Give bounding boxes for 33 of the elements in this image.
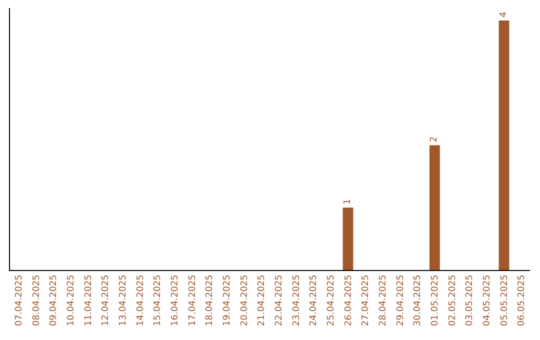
x-tick-label: 24.04.2025: [309, 274, 320, 326]
x-tick-label: 14.04.2025: [136, 274, 146, 326]
x-tick-label: 02.05.2025: [448, 274, 458, 326]
x-tick-label: 13.04.2025: [118, 274, 129, 326]
x-tick-label: 27.04.2025: [361, 274, 372, 326]
x-tick-label: 06.05.2025: [517, 274, 528, 326]
x-tick-label: 08.04.2025: [32, 274, 42, 326]
x-tick-label: 16.04.2025: [170, 274, 181, 326]
x-tick-label: 11.04.2025: [84, 274, 94, 326]
x-tick-label: 23.04.2025: [292, 274, 302, 326]
x-tick-label: 17.04.2025: [188, 274, 198, 326]
x-tick-label: 21.04.2025: [257, 274, 268, 326]
x-tick-label: 04.05.2025: [482, 274, 493, 326]
x-tick-label: 18.04.2025: [205, 274, 216, 326]
data-label: 4: [499, 11, 509, 18]
x-tick-label: 20.04.2025: [240, 274, 250, 326]
x-tick-label: 05.05.2025: [500, 274, 510, 326]
x-tick-label: 09.04.2025: [49, 274, 60, 326]
x-tick-label: 19.04.2025: [222, 274, 233, 326]
x-tick-label: 03.05.2025: [465, 274, 476, 326]
x-tick-label: 07.04.2025: [14, 274, 25, 326]
x-tick-label: 12.04.2025: [101, 274, 112, 326]
x-tick-label: 28.04.2025: [378, 274, 389, 326]
data-label: 2: [430, 136, 440, 142]
x-tick-label: 22.04.2025: [274, 274, 285, 326]
data-label: 1: [343, 198, 353, 205]
x-tick-label: 25.04.2025: [326, 274, 337, 326]
x-tick-label: 26.04.2025: [344, 274, 354, 326]
x-tick-label: 29.04.2025: [396, 274, 406, 326]
x-tick-label: 10.04.2025: [66, 274, 77, 326]
x-tick-label: 15.04.2025: [153, 274, 164, 326]
x-tick-label: 30.04.2025: [413, 274, 424, 326]
x-tick-label: 01.05.2025: [430, 274, 441, 326]
